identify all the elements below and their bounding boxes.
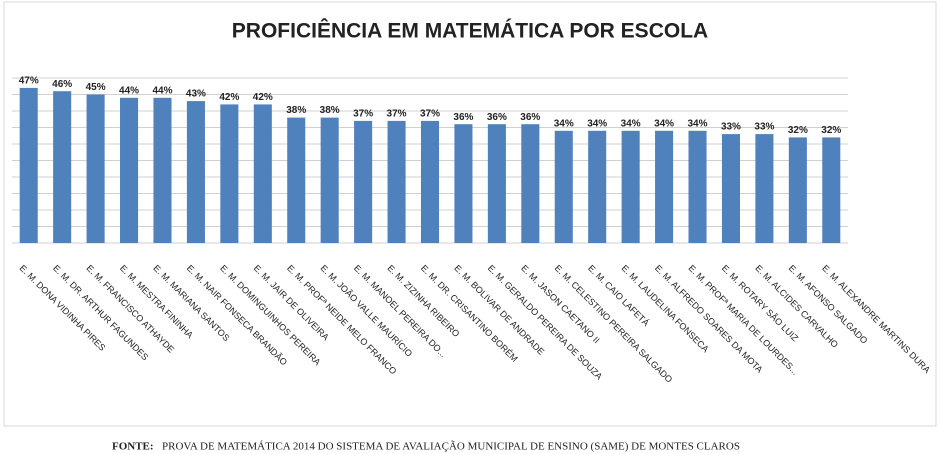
data-label: 46%	[52, 79, 72, 90]
data-label: 34%	[688, 118, 708, 129]
source: PROVA DE MATEMÁTICA 2014 DO SISTEMA DE A…	[162, 441, 740, 453]
data-label: 44%	[119, 85, 139, 96]
bar	[521, 124, 540, 243]
bar	[354, 120, 373, 243]
bar	[320, 117, 339, 243]
data-label: 36%	[520, 112, 540, 123]
data-label: 37%	[387, 109, 407, 120]
bar	[86, 94, 105, 243]
data-label: 34%	[654, 118, 674, 129]
bar	[253, 104, 272, 244]
data-label: 37%	[353, 109, 373, 120]
data-label: 42%	[253, 92, 273, 103]
bar	[420, 120, 440, 243]
data-label: 33%	[721, 122, 741, 133]
data-label: 47%	[19, 76, 39, 87]
data-label: 33%	[754, 122, 774, 133]
bar	[454, 124, 473, 243]
bar	[721, 134, 740, 243]
bar	[822, 137, 841, 243]
data-label: 44%	[152, 85, 172, 96]
data-label: 34%	[554, 118, 574, 129]
chart-title: PROFICIÊNCIA EM MATEMÁTICA POR ESCOLA	[232, 19, 708, 43]
bar	[186, 101, 205, 243]
bar	[153, 97, 172, 243]
data-label: 43%	[186, 89, 206, 100]
bar	[220, 104, 239, 244]
bar	[788, 137, 807, 243]
data-label: 37%	[420, 109, 440, 120]
data-label: 36%	[453, 112, 473, 123]
data-label: 32%	[821, 125, 841, 136]
bar	[655, 130, 674, 243]
bar	[53, 91, 72, 243]
data-label: 36%	[487, 112, 507, 123]
data-label: 34%	[621, 118, 641, 129]
data-label: 38%	[286, 105, 306, 116]
data-label: 38%	[320, 105, 340, 116]
bar	[19, 87, 38, 244]
bar	[287, 117, 306, 243]
bar	[621, 130, 640, 243]
bar	[688, 130, 707, 243]
bar	[588, 130, 607, 243]
bar	[755, 134, 774, 243]
source-label: FONTE:	[112, 441, 154, 453]
bar	[120, 97, 139, 243]
data-label: 42%	[219, 92, 239, 103]
data-label: 45%	[86, 82, 106, 93]
bar	[387, 120, 406, 243]
data-label: 32%	[788, 125, 808, 136]
bar	[554, 130, 573, 243]
bar	[487, 124, 506, 243]
data-label: 34%	[587, 118, 607, 129]
